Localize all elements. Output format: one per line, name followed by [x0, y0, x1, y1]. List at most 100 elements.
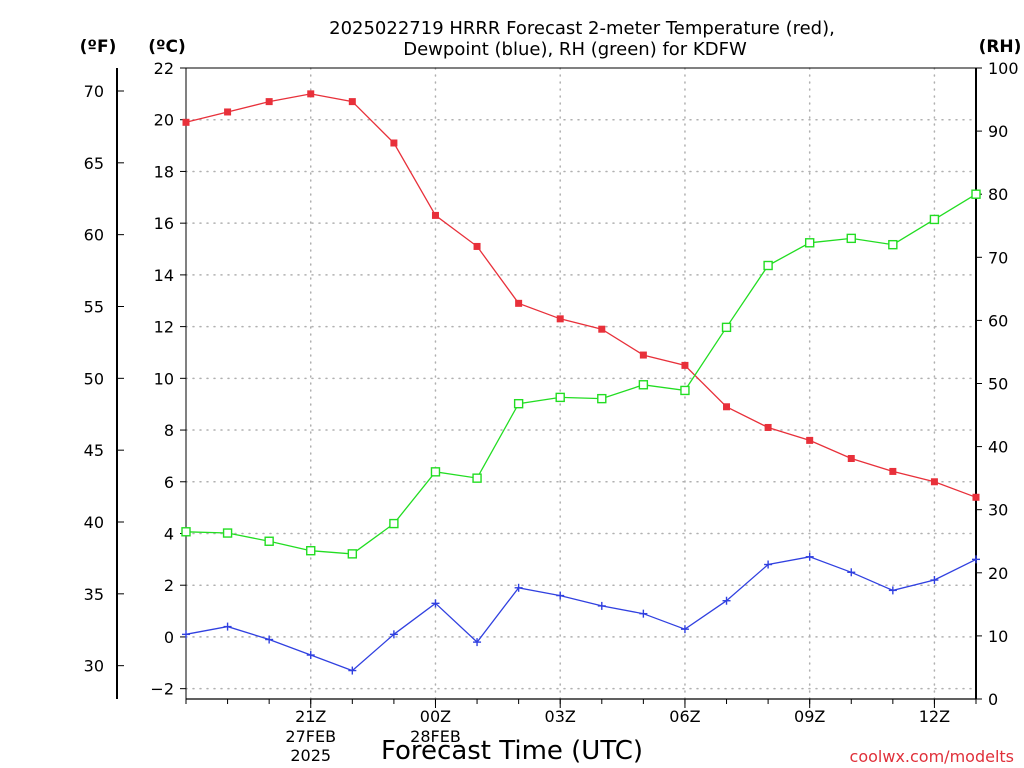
data-point: [307, 90, 315, 98]
data-point: [348, 666, 357, 675]
x-tick-label: 12Z: [919, 707, 950, 726]
data-point: [680, 385, 690, 396]
data-point: [972, 555, 980, 564]
data-point: [639, 609, 648, 618]
chart-title-line1: 2025022719 HRRR Forecast 2-meter Tempera…: [329, 18, 835, 39]
data-point: [971, 189, 981, 199]
data-point: [721, 322, 732, 333]
rh-tick-label: 60: [988, 311, 1008, 330]
series-line: [185, 556, 977, 672]
celsius-tick-label: 0: [164, 628, 174, 647]
data-point: [430, 467, 441, 477]
chart-axes: [116, 67, 977, 700]
celsius-tick-label: 10: [154, 369, 174, 388]
chart-title-line2: Dewpoint (blue), RH (green) for KDFW: [403, 39, 747, 60]
data-point: [556, 315, 564, 323]
data-point: [638, 380, 649, 390]
celsius-tick-label: 20: [154, 111, 174, 130]
data-point: [597, 393, 607, 404]
celsius-tick-label: 2: [164, 576, 174, 595]
rh-tick-label: 100: [988, 59, 1019, 78]
rh-tick-label: 90: [988, 122, 1008, 141]
data-point: [805, 552, 814, 561]
x-tick-sublabel: 2025: [290, 746, 331, 765]
rh-tick-label: 0: [988, 690, 998, 709]
series-dewpoint: [182, 552, 980, 675]
data-point: [224, 108, 232, 116]
data-point: [513, 398, 524, 409]
data-point: [889, 467, 897, 475]
data-point: [930, 576, 939, 585]
fahrenheit-tick-label: 65: [84, 154, 104, 173]
rh-tick-label: 20: [988, 564, 1008, 583]
data-point: [929, 214, 940, 225]
series-temperature: [182, 90, 980, 501]
x-tick-label: 03Z: [545, 707, 576, 726]
data-point: [555, 392, 565, 403]
fahrenheit-tick-label: 70: [84, 82, 104, 101]
data-point: [473, 242, 481, 250]
celsius-tick-label: 18: [154, 162, 174, 181]
data-series: [181, 90, 981, 675]
data-point: [347, 549, 358, 559]
data-point: [888, 239, 898, 250]
data-point: [306, 546, 316, 556]
rh-unit-label: (RH): [979, 37, 1022, 57]
x-tick-label: 21Z: [295, 707, 326, 726]
data-point: [722, 596, 731, 605]
data-point: [264, 536, 274, 546]
celsius-tick-label: 12: [154, 318, 174, 337]
data-point: [681, 361, 689, 369]
data-point: [764, 423, 772, 431]
data-point: [515, 299, 523, 307]
data-point: [389, 630, 398, 639]
series-line: [185, 193, 977, 555]
grid-lines: [185, 67, 977, 700]
celsius-unit-label: (ºC): [148, 37, 186, 57]
celsius-tick-label: 22: [154, 59, 174, 78]
fahrenheit-tick-label: 60: [84, 226, 104, 245]
x-tick-sublabel: 28FEB: [410, 727, 461, 746]
x-tick-label: 09Z: [794, 707, 825, 726]
data-point: [181, 527, 191, 537]
data-point: [847, 454, 855, 462]
data-point: [431, 211, 439, 219]
data-point: [514, 583, 523, 592]
x-tick-label: 06Z: [669, 707, 700, 726]
fahrenheit-tick-label: 35: [84, 585, 104, 604]
data-point: [764, 560, 773, 569]
data-point: [888, 586, 897, 595]
rh-tick-label: 80: [988, 185, 1008, 204]
celsius-axis: −2 0 2 4 6 8 10 12 14 16 18 20 22: [150, 59, 186, 699]
data-point: [306, 651, 315, 660]
data-point: [847, 568, 856, 577]
data-point: [182, 118, 190, 126]
rh-axis: 0 10 20 30 40 50 60 70 80 90 100: [976, 59, 1019, 709]
data-point: [930, 478, 938, 486]
data-point: [390, 139, 398, 147]
rh-tick-label: 40: [988, 438, 1008, 457]
rh-tick-label: 50: [988, 375, 1008, 394]
data-point: [223, 622, 232, 631]
celsius-tick-label: 8: [164, 421, 174, 440]
data-point: [804, 238, 815, 248]
fahrenheit-tick-label: 55: [84, 297, 104, 316]
fahrenheit-tick-label: 45: [84, 441, 104, 460]
data-point: [472, 473, 482, 483]
data-point: [680, 625, 689, 634]
data-point: [182, 630, 190, 639]
data-point: [763, 260, 773, 271]
fahrenheit-tick-label: 40: [84, 513, 104, 532]
data-point: [972, 493, 980, 501]
data-point: [473, 638, 482, 647]
fahrenheit-tick-label: 30: [84, 657, 104, 676]
data-point: [556, 591, 565, 600]
rh-tick-label: 70: [988, 248, 1008, 267]
rh-tick-label: 10: [988, 627, 1008, 646]
x-tick-label: 00Z: [420, 707, 451, 726]
rh-tick-label: 30: [988, 501, 1008, 520]
data-point: [846, 233, 856, 244]
celsius-tick-label: 16: [154, 214, 174, 233]
